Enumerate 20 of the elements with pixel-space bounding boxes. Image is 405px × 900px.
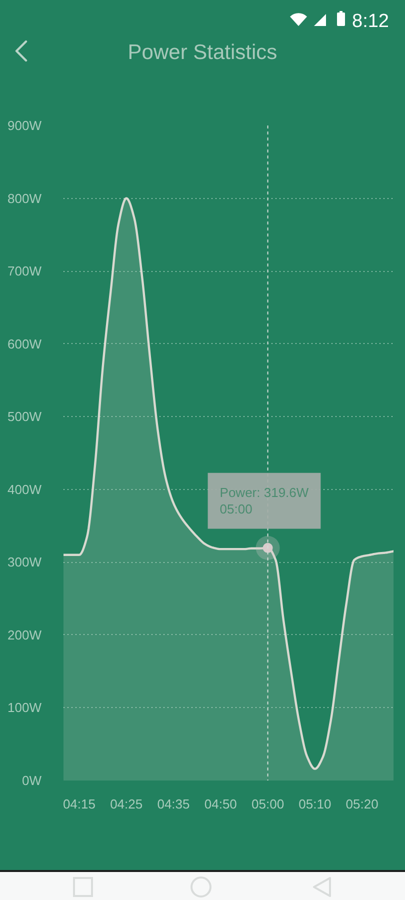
x-tick-label: 05:20 (346, 796, 378, 812)
annotation: Power: 319.6W 05:00 (220, 484, 310, 517)
y-tick-label: 700W (8, 264, 42, 279)
x-tick-label: 05:00 (252, 796, 284, 812)
x-tick-label: 04:25 (110, 796, 143, 812)
y-tick-label: 300W (8, 554, 42, 570)
y-tick-label: 500W (8, 409, 42, 424)
y-tick-label: 100W (8, 700, 42, 716)
y-tick-label: 400W (8, 482, 42, 497)
x-tick-label: 04:15 (62, 796, 96, 812)
y-tick-label: 800W (8, 190, 42, 206)
y-tick-label: 600W (8, 336, 42, 352)
chart-title: Power Statistics (128, 40, 278, 66)
x-tick-label: 04:50 (204, 796, 237, 812)
y-tick-label: 900W (8, 118, 42, 133)
x-tick-label: 04:35 (157, 796, 190, 812)
x-tick-label: 05:10 (298, 796, 332, 812)
y-tick-label: 0W (22, 773, 42, 788)
text: 8:12 (352, 10, 389, 34)
y-tick-label: 200W (8, 627, 42, 642)
